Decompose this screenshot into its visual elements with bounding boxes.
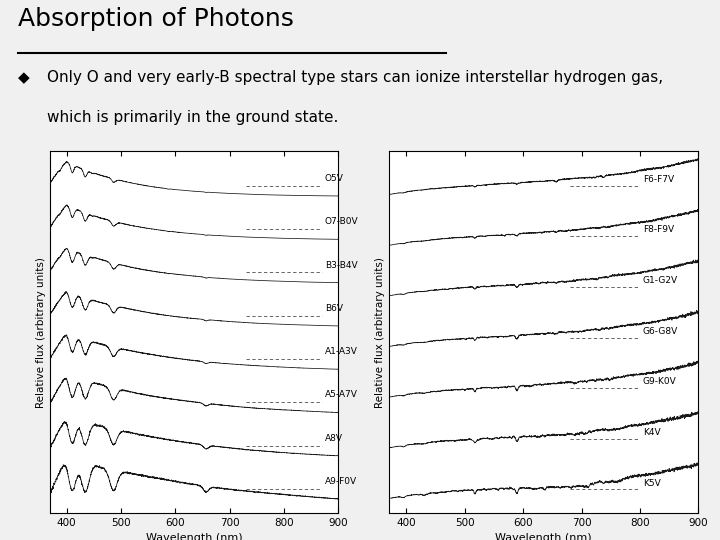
Text: A5-A7V: A5-A7V <box>325 390 358 400</box>
Y-axis label: Relative flux (arbitrary units): Relative flux (arbitrary units) <box>374 256 384 408</box>
Text: K4V: K4V <box>643 428 660 437</box>
X-axis label: Wavelength (nm): Wavelength (nm) <box>495 534 592 540</box>
Text: G6-G8V: G6-G8V <box>643 327 678 336</box>
Text: Only O and very early-B spectral type stars can ionize interstellar hydrogen gas: Only O and very early-B spectral type st… <box>47 70 663 85</box>
Y-axis label: Relative flux (arbitrary units): Relative flux (arbitrary units) <box>36 256 46 408</box>
Text: B6V: B6V <box>325 304 343 313</box>
Text: G9-K0V: G9-K0V <box>643 377 677 386</box>
Text: F6-F7V: F6-F7V <box>643 175 674 184</box>
Text: G1-G2V: G1-G2V <box>643 276 678 285</box>
Text: A9-F0V: A9-F0V <box>325 477 357 486</box>
Text: Absorption of Photons: Absorption of Photons <box>18 7 294 31</box>
X-axis label: Wavelength (nm): Wavelength (nm) <box>146 534 243 540</box>
Text: O7-B0V: O7-B0V <box>325 217 359 226</box>
Text: A8V: A8V <box>325 434 343 443</box>
Text: F8-F9V: F8-F9V <box>643 225 674 234</box>
Text: K5V: K5V <box>643 478 661 488</box>
Text: A1-A3V: A1-A3V <box>325 347 358 356</box>
Text: which is primarily in the ground state.: which is primarily in the ground state. <box>47 110 338 125</box>
Text: B3-B4V: B3-B4V <box>325 260 357 269</box>
Text: O5V: O5V <box>325 174 343 183</box>
Text: ◆: ◆ <box>18 70 30 85</box>
